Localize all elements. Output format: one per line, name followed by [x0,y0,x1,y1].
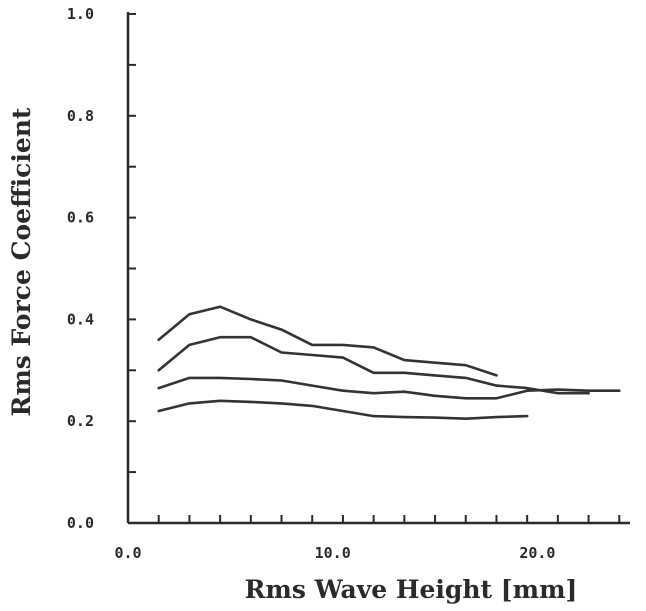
x-tick-label: 0.0 [114,544,141,562]
x-tick-label: 10.0 [315,544,351,562]
series-line-4 [157,399,529,421]
y-tick-label: 0.6 [67,209,94,227]
series-line-1 [157,305,498,377]
y-axis-label: Rms Force Coefficient [7,107,36,416]
y-tick-label: 0.8 [67,107,94,125]
x-axis-label: Rms Wave Height [mm] [245,575,578,604]
y-tick-label: 1.0 [67,5,94,23]
series-line-3 [157,376,621,400]
y-tick-label: 0.4 [67,310,94,328]
y-tick-label: 0.2 [67,412,94,430]
x-tick-label: 20.0 [519,544,555,562]
chart-axes [126,12,630,525]
axis-ticks [128,13,621,524]
tick-labels: 0.0 0.2 0.4 0.6 0.8 1.0 0.0 10.0 20.0 [67,5,556,562]
y-tick-label: 0.0 [67,514,94,532]
series-line-2 [157,335,590,395]
series-group [157,305,621,421]
